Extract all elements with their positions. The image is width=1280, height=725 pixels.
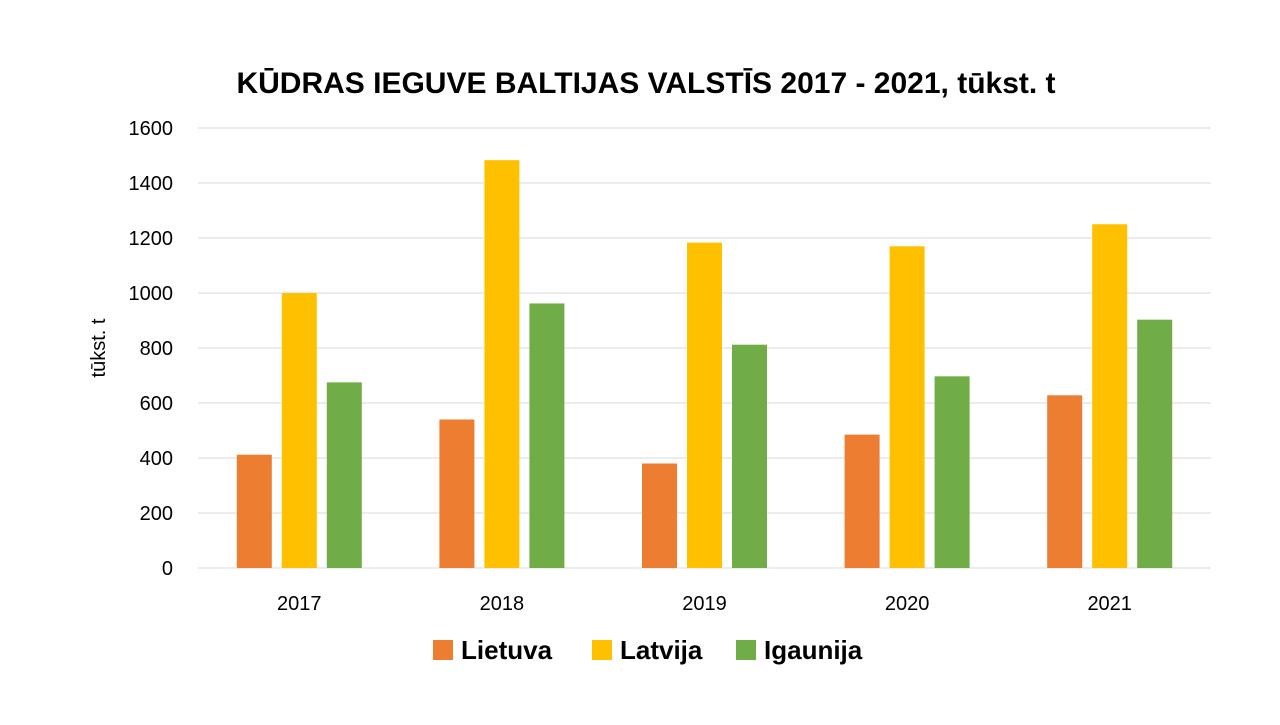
x-tick-label: 2021	[1087, 593, 1132, 615]
bar-igaunija-2021	[1137, 319, 1173, 568]
bar-igaunija-2017	[326, 382, 362, 568]
bar-latvija-2017	[281, 293, 317, 568]
legend: Lietuva Latvija Igaunija	[433, 635, 863, 665]
chart-title: KŪDRAS IEGUVE BALTIJAS VALSTĪS 2017 - 20…	[236, 67, 1055, 100]
bars	[236, 160, 1173, 569]
bar-lietuva-2021	[1047, 395, 1083, 568]
x-tick-label: 2017	[277, 593, 322, 615]
y-tick-label: 1200	[129, 228, 174, 250]
legend-swatch-latvija	[592, 640, 612, 660]
x-tick-label: 2019	[682, 593, 727, 615]
y-tick-label: 1400	[129, 173, 174, 195]
y-tick-label: 600	[140, 393, 173, 415]
bar-latvija-2021	[1092, 224, 1128, 568]
bar-latvija-2018	[484, 160, 520, 569]
y-tick-label: 200	[140, 503, 173, 525]
bar-lietuva-2018	[439, 419, 475, 568]
bar-latvija-2020	[889, 246, 925, 568]
bar-latvija-2019	[687, 242, 722, 569]
bar-lietuva-2017	[236, 454, 272, 568]
legend-label-igaunija: Igaunija	[764, 635, 863, 665]
bar-igaunija-2018	[529, 303, 565, 568]
legend-label-latvija: Latvija	[620, 635, 703, 665]
legend-swatch-lietuva	[433, 640, 453, 660]
legend-label-lietuva: Lietuva	[461, 635, 553, 665]
x-tick-label: 2018	[480, 593, 525, 615]
bar-lietuva-2019	[642, 463, 677, 568]
y-tick-label: 400	[140, 448, 173, 470]
x-tick-label: 2020	[885, 593, 930, 615]
bar-igaunija-2019	[732, 344, 767, 568]
y-tick-label: 1000	[129, 283, 174, 305]
y-axis-label: tūkst. t	[88, 318, 110, 377]
bar-lietuva-2020	[844, 434, 880, 568]
x-axis-ticks: 2017 2018 2019 2020 2021	[277, 593, 1132, 615]
y-tick-label: 800	[140, 338, 173, 360]
bar-igaunija-2020	[934, 376, 970, 568]
y-axis-ticks: 0 200 400 600 800 1000 1200 1400 1600	[129, 118, 174, 580]
legend-swatch-igaunija	[736, 640, 756, 660]
y-tick-label: 0	[162, 558, 173, 580]
y-tick-label: 1600	[129, 118, 174, 140]
